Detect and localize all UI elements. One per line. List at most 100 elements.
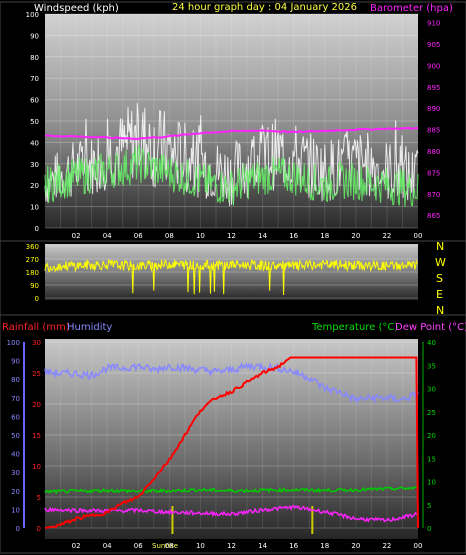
axes: 0102030405060708090100865870875880885890… xyxy=(7,11,441,550)
wind-tick-label: 70 xyxy=(30,75,39,83)
rain-tick-label: 10 xyxy=(32,463,41,471)
temperature-tick-label: 35 xyxy=(427,362,436,370)
direction-tick-label: 0 xyxy=(35,295,39,303)
humidity-tick-label: 40 xyxy=(11,451,20,459)
direction-tick-label: 180 xyxy=(26,269,39,277)
barometer-tick-label: 910 xyxy=(427,20,440,28)
x-tick-label: 10 xyxy=(196,542,205,550)
direction-tick-label: 360 xyxy=(26,243,39,251)
temperature-tick-label: 30 xyxy=(427,386,436,394)
wind-tick-label: 20 xyxy=(30,182,39,190)
humidity-tick-label: 70 xyxy=(11,395,20,403)
rain-tick-label: 25 xyxy=(32,370,41,378)
x-tick-label: 16 xyxy=(289,542,298,550)
direction-tick-label: 270 xyxy=(26,256,39,264)
x-tick-label: 00 xyxy=(414,232,423,240)
barometer-axis-label: Barometer (hpa) xyxy=(370,3,453,14)
humidity-tick-label: 80 xyxy=(11,376,20,384)
direction-plot-area xyxy=(45,244,418,300)
humidity-tick-label: 10 xyxy=(11,506,20,514)
barometer-tick-label: 895 xyxy=(427,84,440,92)
x-tick-label: 20 xyxy=(351,542,360,550)
temperature-tick-label: 40 xyxy=(427,339,436,347)
temperature-tick-label: 20 xyxy=(427,432,436,440)
humidity-axis-label: Humidity xyxy=(67,322,112,333)
wind-tick-label: 40 xyxy=(30,139,39,147)
wind-tick-label: 60 xyxy=(30,97,39,105)
rainfall-line xyxy=(44,356,419,529)
temperature-tick-label: 5 xyxy=(427,502,431,510)
rain-tick-label: 0 xyxy=(37,525,41,533)
dew-point-axis-label: Dew Point (°C) xyxy=(395,322,466,333)
humidity-tick-label: 30 xyxy=(11,469,20,477)
compass-label-s: S xyxy=(436,272,443,285)
x-tick-label: 14 xyxy=(258,232,267,240)
wind-direction-line xyxy=(44,258,418,296)
wind-tick-label: 90 xyxy=(30,32,39,40)
barometer-tick-label: 885 xyxy=(427,127,440,135)
barometer-tick-label: 880 xyxy=(427,148,440,156)
x-tick-label: 08 xyxy=(165,232,174,240)
x-tick-label: 10 xyxy=(196,232,205,240)
wind-tick-label: 0 xyxy=(35,225,39,233)
x-tick-label: 02 xyxy=(72,542,81,550)
rain-tick-label: 20 xyxy=(32,401,41,409)
wind-tick-label: 100 xyxy=(26,11,39,19)
rain-tick-label: 30 xyxy=(32,339,41,347)
barometer-tick-label: 905 xyxy=(427,41,440,49)
rain-tick-label: 5 xyxy=(37,494,41,502)
x-tick-label: 22 xyxy=(382,542,391,550)
rain-tick-label: 15 xyxy=(32,432,41,440)
humidity-tick-label: 50 xyxy=(11,432,20,440)
humidity-tick-label: 100 xyxy=(7,339,20,347)
x-tick-label: 20 xyxy=(351,232,360,240)
x-tick-label: 12 xyxy=(227,542,236,550)
x-tick-label: 04 xyxy=(103,542,112,550)
wind-tick-label: 50 xyxy=(30,118,39,126)
direction-tick-label: 90 xyxy=(30,282,39,290)
x-tick-label: 14 xyxy=(258,542,267,550)
x-tick-label: 18 xyxy=(320,542,329,550)
barometer-line xyxy=(44,126,419,141)
wind-tick-label: 10 xyxy=(30,204,39,212)
barometer-tick-label: 865 xyxy=(427,212,440,220)
x-tick-label: 16 xyxy=(289,232,298,240)
x-tick-label: 04 xyxy=(103,232,112,240)
temperature-tick-label: 0 xyxy=(427,525,431,533)
data-series xyxy=(44,103,419,534)
temperature-tick-label: 15 xyxy=(427,455,436,463)
barometer-tick-label: 890 xyxy=(427,105,440,113)
x-tick-label: 22 xyxy=(382,232,391,240)
wind-axis-label: Windspeed (kph) xyxy=(34,3,119,14)
compass-label-n-bottom: N xyxy=(436,304,444,317)
temperature-tick-label: 10 xyxy=(427,479,436,487)
x-tick-label: 12 xyxy=(227,232,236,240)
x-tick-label: 06 xyxy=(134,232,143,240)
humidity-tick-label: 60 xyxy=(11,413,20,421)
x-tick-label: 18 xyxy=(320,232,329,240)
temperature-line xyxy=(44,486,419,495)
barometer-tick-label: 870 xyxy=(427,191,440,199)
x-tick-label: 06 xyxy=(134,542,143,550)
compass-label-n-top: N xyxy=(436,240,444,253)
humidity-tick-label: 90 xyxy=(11,358,20,366)
x-tick-label: 02 xyxy=(72,232,81,240)
wind-tick-label: 30 xyxy=(30,161,39,169)
compass-label-w: W xyxy=(435,256,446,269)
temperature-tick-label: 25 xyxy=(427,409,436,417)
sunrise-label: Sunrise xyxy=(152,542,178,550)
temperature-axis-label: Temperature (°C) xyxy=(311,322,398,333)
wind-tick-label: 80 xyxy=(30,54,39,62)
x-tick-label: 08 xyxy=(165,542,174,550)
rain-axis-label: Rainfall (mm) xyxy=(2,322,70,333)
humidity-tick-label: 20 xyxy=(11,488,20,496)
x-tick-label: 00 xyxy=(414,542,423,550)
barometer-tick-label: 900 xyxy=(427,62,440,70)
wind-average-line xyxy=(44,145,419,207)
compass-label-e: E xyxy=(436,288,443,301)
barometer-tick-label: 875 xyxy=(427,169,440,177)
humidity-tick-label: 0 xyxy=(16,525,20,533)
humidity-line xyxy=(44,361,419,405)
chart-title: 24 hour graph day : 04 January 2026 xyxy=(172,2,357,13)
